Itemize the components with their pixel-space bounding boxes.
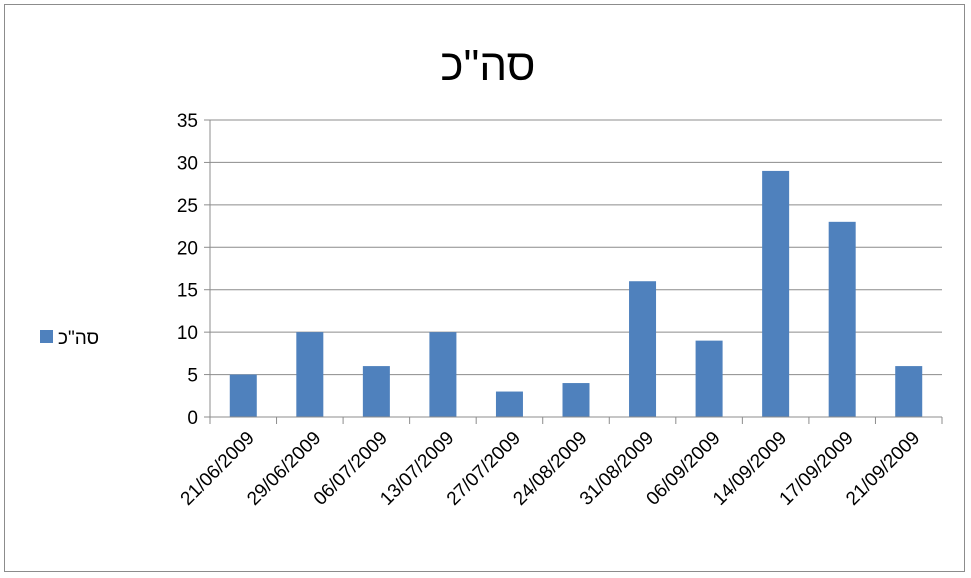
x-tick-labels: 21/06/200929/06/200906/07/200913/07/2009… bbox=[177, 428, 925, 510]
bar bbox=[828, 221, 856, 417]
bar bbox=[495, 391, 523, 417]
legend: סה"כ bbox=[40, 328, 99, 349]
y-tick-labels: 0 5 10 15 20 25 30 35 bbox=[177, 111, 198, 429]
bar bbox=[762, 170, 790, 417]
y-tick-label: 20 bbox=[177, 238, 198, 259]
legend-swatch bbox=[40, 330, 53, 343]
bar bbox=[429, 332, 457, 417]
y-tick-label: 35 bbox=[177, 111, 198, 132]
bar bbox=[229, 374, 257, 417]
gridlines bbox=[210, 119, 942, 376]
y-tick-label: 0 bbox=[187, 408, 198, 429]
y-tick-label: 5 bbox=[187, 366, 198, 387]
y-tick-label: 15 bbox=[177, 281, 198, 302]
bar bbox=[695, 340, 723, 417]
bar bbox=[562, 383, 590, 417]
legend-label: סה"כ bbox=[58, 328, 99, 349]
y-tick-label: 30 bbox=[177, 153, 198, 174]
bar bbox=[362, 366, 390, 417]
bar bbox=[296, 332, 324, 417]
bar bbox=[629, 281, 657, 417]
bars bbox=[229, 170, 923, 417]
chart-frame bbox=[4, 4, 965, 572]
axes bbox=[204, 119, 943, 424]
y-tick-label: 10 bbox=[177, 323, 198, 344]
y-tick-label: 25 bbox=[177, 196, 198, 217]
chart-title: סה"כ bbox=[440, 41, 535, 90]
bar bbox=[895, 366, 923, 417]
